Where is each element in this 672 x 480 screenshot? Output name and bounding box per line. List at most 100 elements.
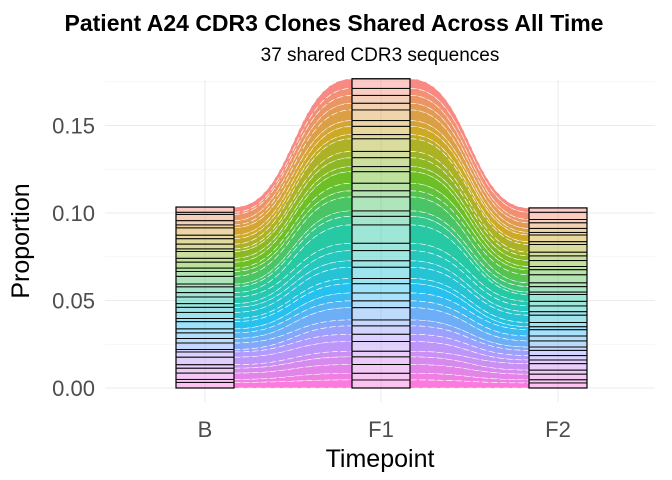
y-tick-label: 0.15 <box>52 114 95 139</box>
stratum-segment <box>175 311 235 319</box>
stratum-segment <box>351 157 411 168</box>
stratum-segment <box>351 94 411 104</box>
stratum-segment <box>528 329 588 337</box>
stratum-segment <box>528 282 588 288</box>
stratum-segment <box>528 305 588 313</box>
stratum-segment <box>528 373 588 381</box>
stratum-segment <box>351 364 411 374</box>
stratum-segment <box>528 355 588 361</box>
gridlines <box>105 80 655 402</box>
stratum-segment <box>351 300 411 309</box>
stratum-segment <box>175 318 235 323</box>
stratum-segment <box>175 257 235 263</box>
stratum-segment <box>528 311 588 316</box>
stratum-segment <box>528 286 588 293</box>
stratum-segment <box>528 211 588 220</box>
stratum-segment <box>175 367 235 374</box>
stratum-segment <box>175 238 235 245</box>
stratum-segment <box>528 222 588 229</box>
stratum-segment <box>351 125 411 136</box>
stratum-segment <box>175 251 235 259</box>
flow-band <box>409 292 530 337</box>
stratum-segment <box>528 251 588 257</box>
stratum-segment <box>351 102 411 111</box>
stratum-segment <box>351 171 411 184</box>
stratum-segment <box>528 219 588 224</box>
stratum-segment <box>175 342 235 350</box>
stratum-segment <box>351 182 411 192</box>
stratum-segment <box>351 341 411 352</box>
x-axis-title: Timepoint <box>326 445 435 473</box>
stratum-segment <box>528 234 588 243</box>
stratum-segment <box>351 319 411 327</box>
stratum-segment <box>351 190 411 198</box>
x-tick-label: F1 <box>368 417 394 442</box>
stratum-segment <box>528 207 588 213</box>
stratum-segment <box>351 260 411 268</box>
stratum-segment <box>175 338 235 344</box>
stratum-segment <box>351 379 411 389</box>
stratum-F2 <box>528 207 588 389</box>
y-axis-ticks: 0.00 0.05 0.10 0.15 <box>52 114 95 402</box>
stratum-segment <box>175 206 235 213</box>
stratum-segment <box>528 382 588 389</box>
stratum-segment <box>175 227 235 236</box>
stratum-segment <box>175 286 235 294</box>
stratum-segment <box>528 300 588 307</box>
stratum-segment <box>528 322 588 328</box>
stratum-segment <box>528 359 588 365</box>
stratum-segment <box>175 303 235 308</box>
stratum-segment <box>528 269 588 276</box>
stratum-segment <box>175 356 235 366</box>
stratum-segment <box>175 271 235 277</box>
stratum-segment <box>351 292 411 302</box>
flow-band <box>409 134 530 245</box>
y-tick-label: 0.10 <box>52 201 95 226</box>
stratum-segment <box>351 134 411 140</box>
stratum-segment <box>351 333 411 342</box>
stratum-segment <box>351 266 411 279</box>
stratum-segment <box>351 210 411 217</box>
y-tick-label: 0.05 <box>52 289 95 314</box>
flow-band <box>233 134 353 245</box>
chart-subtitle: 37 shared CDR3 sequences <box>261 45 500 66</box>
stratum-outline <box>175 206 235 389</box>
x-axis-ticks: B F1 F2 <box>198 417 571 442</box>
strata <box>175 78 588 389</box>
stratum-segment <box>351 120 411 127</box>
stratum-segment <box>175 351 235 358</box>
flow-band <box>233 88 353 215</box>
flow-band <box>409 210 530 293</box>
stratum-segment <box>528 346 588 351</box>
flow-bands <box>233 78 530 389</box>
flow-band <box>409 283 530 331</box>
stratum-outline <box>528 207 588 389</box>
stratum-segment <box>175 381 235 389</box>
stratum-segment <box>528 255 588 262</box>
stratum-segment <box>528 379 588 384</box>
stratum-segment <box>351 138 411 152</box>
stratum-segment <box>175 234 235 240</box>
stratum-segment <box>528 227 588 233</box>
stratum-segment <box>528 349 588 357</box>
stratum-segment <box>175 243 235 250</box>
stratum-segment <box>528 314 588 324</box>
stratum-segment <box>175 296 235 305</box>
x-tick-label: B <box>198 417 213 442</box>
stratum-segment <box>351 283 411 294</box>
stratum-segment <box>175 372 235 380</box>
stratum-segment <box>351 87 411 96</box>
stratum-segment <box>351 278 411 285</box>
stratum-segment <box>351 166 411 173</box>
stratum-segment <box>175 306 235 313</box>
x-tick-label: F2 <box>545 417 571 442</box>
stratum-segment <box>528 266 588 271</box>
stratum-segment <box>528 294 588 302</box>
stratum-segment <box>351 150 411 159</box>
stratum-segment <box>351 224 411 244</box>
stratum-segment <box>175 328 235 334</box>
stratum-segment <box>351 242 411 252</box>
stratum-segment <box>175 213 235 222</box>
stratum-segment <box>175 275 235 285</box>
